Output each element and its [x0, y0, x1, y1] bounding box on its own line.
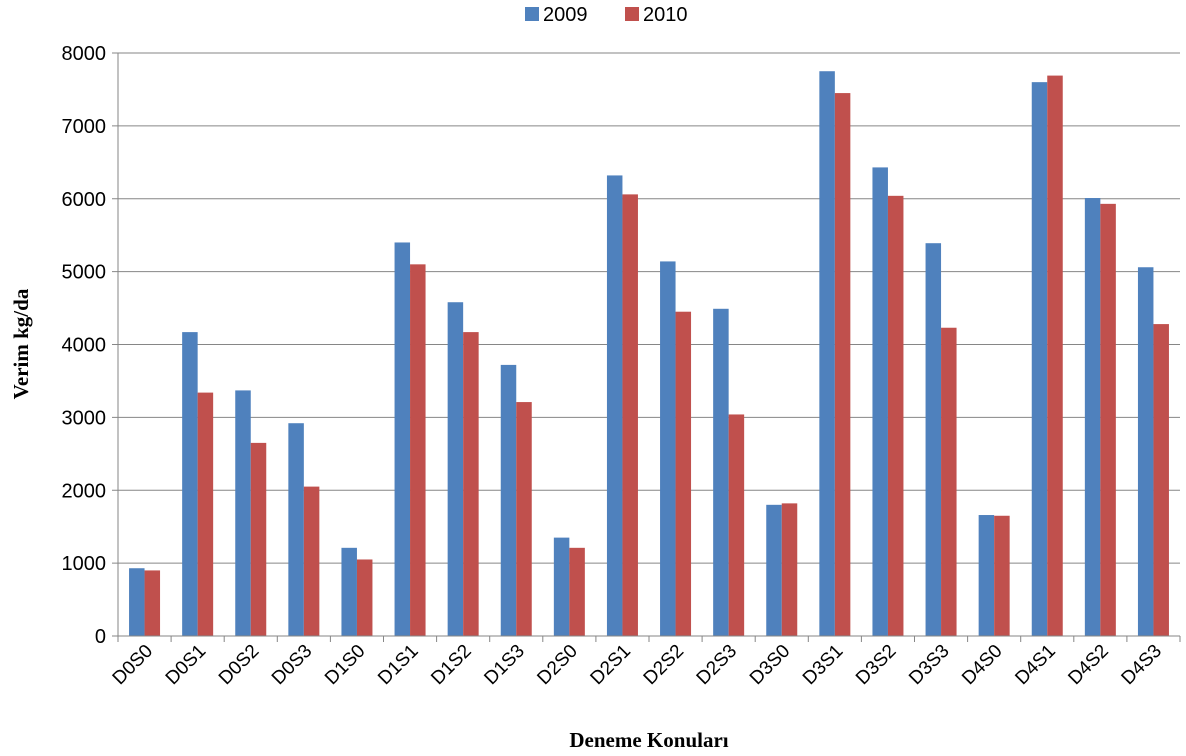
bar-D4S2-2010 — [1100, 203, 1116, 636]
x-tick-label: D2S3 — [693, 641, 741, 689]
bar-D2S2-2009 — [660, 261, 676, 636]
bar-D4S1-2009 — [1031, 82, 1048, 636]
legend-swatch-2009 — [525, 7, 539, 21]
x-tick-label: D4S0 — [958, 641, 1006, 689]
bar-D1S3-2010 — [516, 402, 532, 636]
legend: 2009 2010 — [525, 4, 688, 26]
bar-D4S2-2009 — [1084, 198, 1101, 636]
bar-D0S1-2010 — [197, 392, 214, 636]
x-tick-label: D4S3 — [1118, 641, 1166, 689]
bar-D0S3-2010 — [303, 486, 320, 636]
bar-D2S3-2010 — [728, 414, 745, 636]
legend-label-2010: 2010 — [643, 4, 688, 26]
y-tick-label: 3000 — [62, 407, 107, 429]
bar-D4S1-2010 — [1047, 75, 1063, 637]
bar-D0S1-2009 — [182, 332, 198, 636]
y-tick-label: 2000 — [62, 480, 107, 502]
legend-label-2009: 2009 — [543, 4, 588, 26]
y-tick-label: 5000 — [62, 262, 107, 284]
bar-D2S3-2009 — [713, 308, 729, 636]
bars — [129, 71, 1169, 637]
x-tick-label: D2S1 — [587, 641, 635, 689]
y-tick-label: 0 — [95, 626, 106, 648]
gridlines — [118, 52, 1180, 564]
x-tick-label: D0S3 — [268, 641, 316, 689]
x-axis-title: Deneme Konuları — [569, 728, 728, 752]
bar-D1S0-2009 — [341, 547, 357, 636]
y-axis-title: Verim kg/da — [9, 288, 33, 399]
x-tick-label: D0S2 — [215, 641, 263, 689]
y-tick-label: 8000 — [62, 43, 107, 65]
bar-D0S0-2009 — [129, 568, 145, 636]
x-axis-ticks: D0S0 D0S1 D0S2 D0S3 D1S0 D1S1 D1S2 D1S3 D2S0 D2S1… — [109, 636, 1181, 689]
x-tick-label: D3S0 — [746, 641, 794, 689]
y-tick-label: 1000 — [62, 553, 107, 575]
bar-D4S3-2009 — [1137, 267, 1154, 636]
bar-D3S2-2009 — [872, 167, 888, 636]
bar-D1S2-2010 — [463, 332, 479, 636]
bar-D3S3-2009 — [925, 243, 942, 636]
y-tick-label: 7000 — [62, 116, 107, 138]
x-tick-label: D3S2 — [852, 641, 900, 689]
bar-D1S3-2009 — [500, 364, 517, 636]
x-tick-label: D1S1 — [374, 641, 422, 689]
x-tick-label: D1S3 — [480, 641, 528, 689]
bar-D0S0-2010 — [144, 570, 161, 636]
bar-D2S1-2009 — [606, 175, 623, 636]
bar-D4S0-2010 — [994, 515, 1010, 636]
x-tick-label: D0S0 — [109, 641, 157, 689]
x-tick-label: D3S1 — [799, 641, 847, 689]
bar-D0S2-2010 — [250, 442, 267, 636]
x-tick-label: D4S1 — [1011, 641, 1059, 689]
bar-D1S1-2009 — [394, 242, 411, 636]
bar-D3S1-2010 — [834, 93, 851, 636]
bar-D3S1-2009 — [819, 71, 835, 637]
bar-D2S2-2010 — [675, 311, 692, 636]
bar-D2S1-2010 — [622, 194, 638, 636]
x-tick-label: D2S0 — [533, 641, 581, 689]
bar-D1S2-2009 — [447, 302, 464, 636]
bar-D2S0-2009 — [553, 537, 570, 636]
y-tick-label: 4000 — [62, 335, 107, 357]
legend-swatch-2010 — [625, 7, 639, 21]
bar-D3S2-2010 — [887, 195, 904, 636]
y-axis-ticks: 0 1000 2000 3000 4000 5000 6000 7000 8000 — [62, 43, 118, 648]
bar-D4S0-2009 — [978, 515, 995, 636]
x-tick-label: D3S3 — [905, 641, 953, 689]
bar-D3S0-2010 — [781, 503, 798, 636]
x-tick-label: D1S2 — [427, 641, 475, 689]
bar-D0S3-2009 — [288, 423, 304, 636]
x-tick-label: D1S0 — [321, 641, 369, 689]
x-tick-label: D4S2 — [1064, 641, 1112, 689]
bar-D0S2-2009 — [235, 390, 251, 636]
bar-D1S1-2010 — [410, 264, 426, 636]
bar-D4S3-2010 — [1153, 324, 1169, 636]
bar-D3S3-2010 — [941, 327, 957, 636]
bar-D1S0-2010 — [356, 559, 373, 636]
y-tick-label: 6000 — [62, 189, 107, 211]
bar-D2S0-2010 — [569, 547, 585, 636]
x-tick-label: D2S2 — [640, 641, 688, 689]
x-tick-label: D0S1 — [162, 641, 210, 689]
bar-D3S0-2009 — [766, 504, 782, 636]
